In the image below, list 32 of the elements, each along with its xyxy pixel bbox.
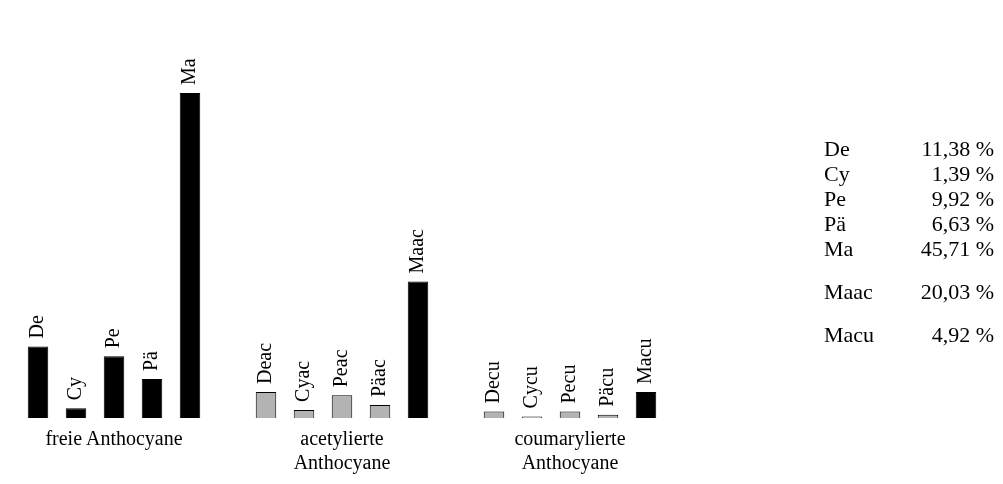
bar bbox=[407, 281, 429, 418]
text: Pe 9,92 % bbox=[824, 186, 994, 211]
x-tick-label: Peac bbox=[329, 349, 352, 388]
text: Pä 6,63 % bbox=[824, 211, 994, 236]
x-tick-label: Cyac bbox=[291, 360, 315, 402]
text: freie Anthocyane bbox=[44, 426, 184, 450]
bar bbox=[65, 408, 87, 418]
x-tick-label: Päcu bbox=[595, 367, 618, 407]
x-tick-label: De bbox=[25, 315, 48, 339]
x-tick-label: Päac bbox=[367, 359, 390, 397]
text: coumarylierte Anthocyane bbox=[513, 426, 627, 474]
bar bbox=[103, 356, 125, 418]
text: Macu 4,92 % bbox=[824, 322, 994, 347]
text: Cy 1,39 % bbox=[824, 161, 994, 186]
x-tick-label: Cy bbox=[63, 376, 87, 401]
x-tick-label: Pe bbox=[101, 328, 124, 349]
text: acetylierte Anthocyane bbox=[292, 426, 392, 474]
x-tick-label: Pä bbox=[139, 350, 162, 371]
text: Ma 45,71 % bbox=[824, 236, 994, 261]
x-tick-label: Ma bbox=[177, 58, 200, 85]
x-tick-label: Decu bbox=[481, 361, 504, 404]
x-tick-label: Maac bbox=[405, 228, 428, 274]
bar bbox=[27, 346, 49, 418]
bar bbox=[141, 379, 163, 418]
text: De 11,38 % bbox=[824, 136, 994, 161]
bar bbox=[635, 392, 657, 418]
text: Maac 20,03 % bbox=[824, 279, 994, 304]
bar bbox=[179, 93, 201, 418]
x-tick-label: Deac bbox=[253, 342, 276, 384]
x-tick-label: Cycu bbox=[519, 366, 543, 409]
x-tick-label: Macu bbox=[633, 338, 656, 384]
x-tick-label: Pecu bbox=[557, 364, 580, 404]
